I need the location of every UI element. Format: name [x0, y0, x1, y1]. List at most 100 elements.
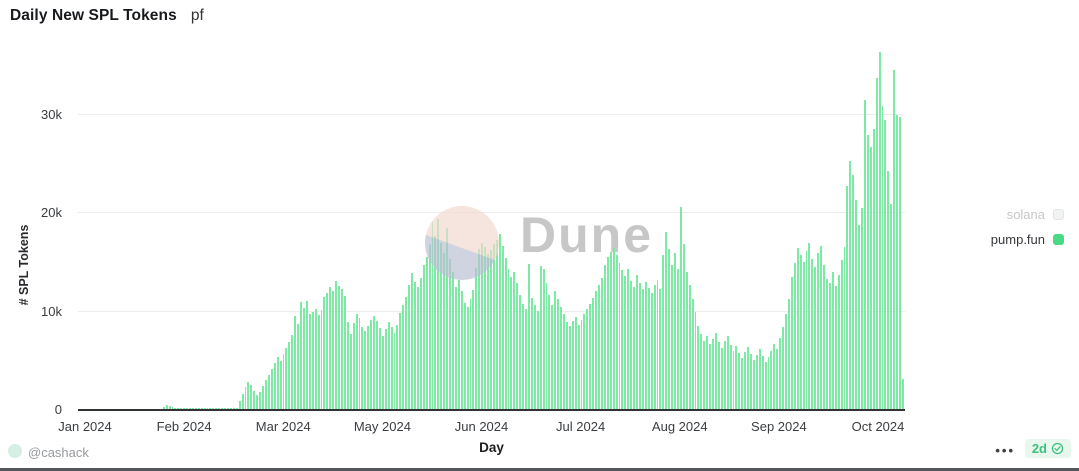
- bar: [273, 362, 276, 409]
- bar: [878, 52, 881, 409]
- bar: [323, 296, 326, 409]
- bar: [504, 258, 507, 409]
- bar: [460, 290, 463, 409]
- bar: [411, 273, 414, 409]
- bar: [180, 407, 183, 409]
- bar: [256, 395, 259, 409]
- bar: [583, 314, 586, 409]
- bar: [691, 298, 694, 409]
- bar: [288, 342, 291, 409]
- dune-watermark-text: Dune: [520, 207, 653, 263]
- legend-marker: [1053, 233, 1064, 245]
- legend-item-pump-fun[interactable]: pump.fun: [991, 228, 1064, 250]
- bar: [387, 322, 390, 409]
- bar: [811, 259, 814, 409]
- bar: [267, 374, 270, 409]
- bar: [790, 277, 793, 409]
- bar: [452, 272, 454, 409]
- bar: [194, 407, 197, 409]
- bar: [449, 259, 451, 409]
- bar: [641, 288, 644, 409]
- x-tick-label: Jan 2024: [58, 419, 112, 434]
- y-tick-label: 30k: [41, 106, 62, 122]
- bar: [498, 233, 501, 409]
- chart-header: Daily New SPL Tokens pf: [10, 7, 204, 25]
- bar: [393, 333, 396, 409]
- bar: [481, 242, 484, 409]
- bar: [229, 407, 232, 409]
- bar: [189, 407, 191, 409]
- x-tick-label: Mar 2024: [255, 419, 311, 434]
- bar: [475, 268, 478, 409]
- bar: [530, 297, 533, 409]
- bar: [612, 248, 615, 409]
- bar: [513, 272, 516, 409]
- bar: [489, 250, 492, 409]
- bar: [358, 318, 361, 409]
- bar: [414, 281, 416, 409]
- bar: [571, 321, 574, 409]
- bar: [855, 200, 858, 409]
- bar: [405, 296, 408, 409]
- legend-item-solana[interactable]: solana: [991, 203, 1064, 225]
- more-options-button[interactable]: •••: [995, 443, 1015, 458]
- legend-label: pump.fun: [990, 231, 1045, 247]
- bar: [668, 249, 671, 409]
- bar: [408, 284, 411, 409]
- bar: [367, 326, 370, 409]
- bar: [168, 406, 171, 409]
- bar: [457, 279, 460, 409]
- bar: [901, 379, 904, 409]
- bar: [440, 242, 443, 409]
- bar: [446, 227, 449, 409]
- bar: [574, 317, 577, 409]
- bar: [434, 235, 437, 409]
- bar: [796, 248, 799, 409]
- bar: [308, 314, 311, 409]
- bar: [291, 335, 294, 409]
- bar: [340, 288, 343, 409]
- bar: [238, 401, 241, 409]
- bar: [717, 342, 720, 409]
- bar: [665, 231, 668, 409]
- x-tick-label: Aug 2024: [651, 419, 708, 434]
- bar: [577, 325, 580, 409]
- bar: [630, 280, 633, 409]
- bar: [688, 284, 691, 409]
- bar: [355, 314, 358, 409]
- data-freshness-badge[interactable]: 2d: [1024, 439, 1071, 458]
- bar: [720, 347, 723, 409]
- bar: [431, 221, 434, 409]
- bar: [469, 298, 472, 409]
- x-tick-label: Jun 2024: [454, 419, 509, 434]
- bar: [633, 286, 636, 409]
- bar: [671, 265, 674, 409]
- bar: [568, 326, 571, 409]
- bar: [586, 308, 589, 409]
- bar: [174, 407, 177, 409]
- bar: [650, 292, 653, 409]
- author-handle[interactable]: @cashack: [28, 445, 89, 460]
- bar: [262, 386, 264, 409]
- bar: [557, 298, 560, 409]
- bar: [314, 308, 317, 409]
- bar: [732, 350, 735, 409]
- bar: [197, 407, 200, 409]
- bar: [817, 253, 820, 409]
- bar: [326, 292, 329, 409]
- bar: [598, 284, 601, 409]
- bar: [384, 329, 387, 409]
- bar: [697, 326, 700, 409]
- bar: [852, 174, 855, 409]
- bar: [782, 327, 785, 409]
- bar: [706, 336, 709, 409]
- bar: [595, 290, 598, 409]
- bar: [858, 224, 861, 409]
- bar: [302, 307, 305, 409]
- bar: [627, 269, 630, 409]
- x-tick-label: May 2024: [353, 419, 411, 434]
- bar: [343, 295, 346, 409]
- bar: [437, 218, 440, 409]
- chart-title: Daily New SPL Tokens: [10, 7, 177, 24]
